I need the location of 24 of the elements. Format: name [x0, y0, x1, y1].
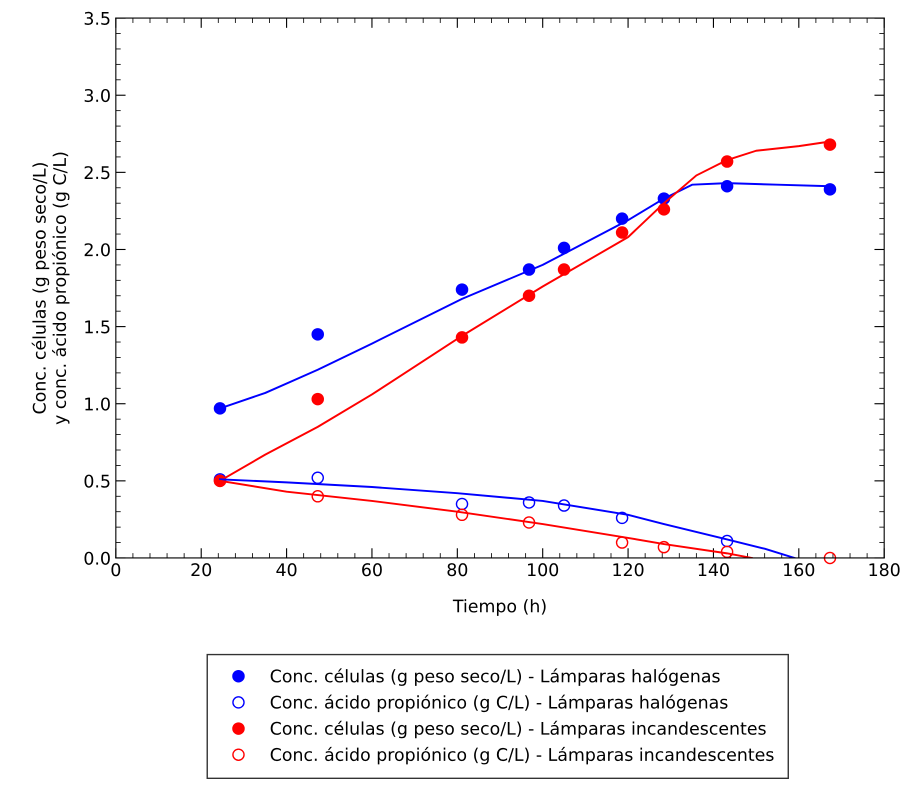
- x-tick-label: 120: [613, 563, 644, 576]
- x-tick-label: 140: [698, 563, 729, 576]
- y-tick-label: 2.5: [84, 166, 110, 180]
- x-axis-title: Tiempo (h): [452, 599, 546, 616]
- x-tick-label: 60: [362, 563, 382, 576]
- x-tick-label: 0: [111, 563, 120, 576]
- x-tick-label: 20: [191, 563, 212, 576]
- y-tick-label: 3.0: [84, 88, 110, 102]
- x-tick-label: 160: [784, 563, 814, 576]
- x-tick-label: 80: [447, 563, 468, 576]
- y-tick-label: 1.0: [85, 397, 110, 411]
- legend-label: Conc. células (g peso seco/L) - Lámparas halógenas: [270, 668, 720, 686]
- y-tick-label: 3.5: [84, 12, 110, 25]
- y-tick-label: 0.0: [84, 552, 110, 565]
- y-tick-label: 1.5: [85, 320, 110, 334]
- y-axis-title: Conc. células (g peso seco/L) y conc. ácido propiónico (g C/L): [32, 152, 70, 424]
- x-tick-label: 180: [870, 563, 900, 576]
- legend-label: Conc. células (g peso seco/L) - Lámparas incandescentes: [270, 720, 766, 738]
- y-tick-label: 2.0: [84, 243, 110, 256]
- legend-label: Conc. ácido propiónico (g C/L) - Lámparas incandescentes: [270, 746, 774, 764]
- legend-label: Conc. ácido propiónico (g C/L) - Lámparas halógenas: [270, 694, 728, 712]
- y-tick-label: 0.5: [84, 474, 110, 488]
- x-tick-label: 100: [528, 563, 558, 576]
- x-tick-label: 40: [276, 563, 296, 576]
